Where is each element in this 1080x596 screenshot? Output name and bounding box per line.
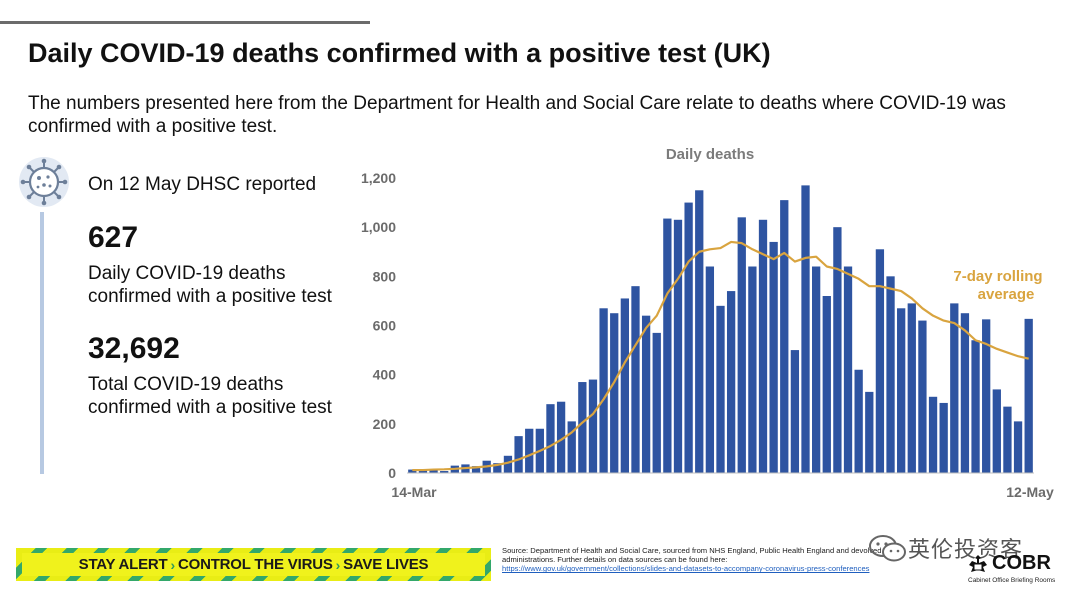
bar — [833, 227, 842, 473]
bar — [1024, 318, 1033, 473]
bar — [588, 379, 598, 473]
bar — [567, 421, 576, 474]
bar — [556, 401, 566, 473]
rolling-average-label-line1: 7-day rolling — [953, 268, 1042, 285]
bar — [780, 200, 789, 474]
daily-deaths-label-line2: confirmed with a positive test — [88, 286, 332, 307]
bar — [631, 286, 640, 473]
bar — [418, 470, 428, 473]
bar — [790, 350, 800, 473]
bar — [950, 303, 959, 474]
watermark: 英伦投资客 — [868, 532, 1023, 564]
source-note: Source: Department of Health and Social … — [502, 546, 897, 574]
total-deaths-label-line2: confirmed with a positive test — [88, 397, 332, 418]
bar — [514, 436, 523, 474]
reported-date: On 12 May DHSC reported — [88, 174, 317, 195]
timeline-bar — [40, 212, 44, 474]
x-tick-label-last: 12-May — [1006, 484, 1054, 500]
bar — [578, 382, 587, 473]
x-tick-label-first: 14-Mar — [391, 484, 437, 500]
daily-deaths-chart: Daily deaths 0 200 400 800 600 1,000 1,200 14-Ma… — [361, 146, 1054, 500]
banner-stay-alert: STAY ALERT — [78, 556, 168, 573]
bar — [982, 319, 991, 473]
total-deaths-label-line1: Total COVID-19 deaths — [88, 374, 284, 395]
bar — [493, 463, 502, 473]
banner-arrow-icon: › — [170, 556, 176, 573]
bar — [918, 320, 927, 473]
watermark-text: 英伦投资客 — [908, 537, 1024, 562]
bar — [928, 396, 938, 473]
banner-save-lives: SAVE LIVES — [343, 556, 429, 573]
top-rule — [0, 21, 370, 24]
rolling-average-line — [412, 240, 1029, 472]
bar — [822, 296, 831, 473]
bar — [503, 455, 513, 473]
crest-icon — [969, 555, 987, 572]
rolling-average-label-line2: average — [978, 286, 1035, 303]
bar — [610, 313, 619, 473]
bar — [440, 471, 449, 473]
bar — [939, 402, 948, 473]
y-tick-label: 1,000 — [361, 219, 396, 235]
y-tick-label: 600 — [373, 318, 397, 334]
chart-title: Daily deaths — [666, 146, 754, 163]
bar — [684, 202, 693, 473]
bar — [875, 249, 885, 473]
bar — [769, 241, 778, 473]
bar — [471, 466, 481, 473]
source-text: Source: Department of Health and Social … — [502, 546, 882, 565]
bar — [737, 217, 746, 473]
bar — [865, 391, 874, 474]
bar — [907, 303, 916, 474]
bar — [992, 389, 1001, 473]
y-tick-label: 200 — [373, 416, 397, 432]
bar — [960, 313, 970, 473]
cobr-subtitle: Cabinet Office Briefing Rooms — [968, 577, 1056, 584]
bar — [408, 469, 417, 473]
banner-control-virus: CONTROL THE VIRUS — [177, 556, 333, 573]
bar — [716, 305, 725, 473]
bar — [652, 332, 661, 474]
bar — [599, 308, 608, 473]
bar — [695, 190, 704, 473]
virus-icon — [19, 157, 69, 207]
bar — [1003, 406, 1012, 474]
y-tick-label: 1,200 — [361, 170, 396, 186]
daily-deaths-label-line1: Daily COVID-19 deaths — [88, 263, 286, 284]
bar — [1013, 421, 1023, 474]
banner-arrow-icon: › — [335, 556, 341, 573]
y-tick-label: 400 — [373, 367, 397, 383]
bar — [897, 308, 906, 473]
bar — [641, 315, 651, 473]
page-title: Daily COVID-19 deaths confirmed with a p… — [28, 38, 771, 68]
bar — [525, 428, 534, 473]
daily-deaths-value: 627 — [88, 221, 139, 254]
daily-deaths-label: Daily COVID-19 deaths confirmed with a p… — [88, 262, 332, 308]
bar — [886, 276, 895, 473]
stay-alert-banner: STAY ALERT › CONTROL THE VIRUS › SAVE LI… — [16, 548, 491, 581]
bar — [758, 219, 768, 473]
bar — [812, 266, 821, 473]
bar — [620, 298, 629, 473]
wechat-icon — [869, 535, 906, 562]
bar — [843, 266, 853, 473]
total-deaths-label: Total COVID-19 deaths confirmed with a p… — [88, 373, 332, 419]
total-deaths-value: 32,692 — [88, 332, 180, 365]
bar — [748, 266, 757, 473]
bar — [705, 266, 715, 473]
bar — [546, 404, 555, 473]
intro-text: The numbers presented here from the Depa… — [28, 93, 1006, 137]
bar — [429, 469, 438, 473]
cobr-title: COBR — [992, 552, 1051, 574]
bar — [673, 219, 683, 473]
bar — [854, 369, 863, 473]
bar — [663, 218, 672, 473]
source-link[interactable]: https://www.gov.uk/government/collection… — [502, 564, 870, 574]
y-tick-label: 800 — [373, 268, 397, 284]
bar — [971, 340, 980, 473]
bar — [801, 185, 810, 474]
y-tick-label: 0 — [388, 465, 396, 481]
bar — [726, 291, 736, 473]
